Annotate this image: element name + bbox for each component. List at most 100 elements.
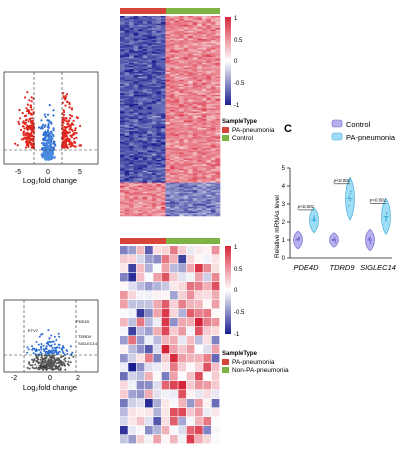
- heatmap-top-cell: [188, 162, 194, 165]
- heatmap-top-cell: [210, 120, 216, 123]
- heatmap-top-cell: [151, 156, 157, 159]
- heatmap-top-cell: [120, 28, 125, 30]
- heatmap-top-cell: [147, 94, 153, 97]
- heatmap-top-cell: [174, 44, 180, 47]
- heatmap-top-cell: [133, 114, 139, 117]
- heatmap-top-cell: [174, 31, 180, 33]
- volcano-bottom-point: [52, 349, 55, 352]
- heatmap-top-cell: [129, 146, 134, 149]
- heatmap-top-cell: [147, 49, 153, 52]
- heatmap-top-cell: [201, 179, 207, 182]
- heatmap-top-cell: [206, 99, 212, 102]
- heatmap-top-cell: [124, 150, 130, 153]
- heatmap-top-cell: [183, 97, 189, 100]
- heatmap-top-cell: [165, 102, 171, 105]
- heatmap-top-cell: [188, 176, 194, 179]
- heatmap-top-cell: [197, 111, 203, 114]
- heatmap-top-cell: [165, 37, 171, 40]
- heatmap-top-cell: [201, 200, 207, 203]
- heatmap-top-cell: [151, 143, 157, 146]
- heatmap-top-cell: [138, 164, 144, 167]
- heatmap-top-cell: [120, 73, 125, 76]
- heatmap-top-cell: [129, 162, 134, 165]
- heatmap-top-cell: [192, 23, 198, 26]
- heatmap-top-cell: [183, 143, 189, 146]
- heatmap-top-cell: [206, 185, 212, 188]
- volcano-bottom-point: [55, 339, 58, 341]
- heatmap-top-cell: [170, 79, 175, 82]
- heatmap-top-cell: [179, 70, 184, 73]
- heatmap-top-cell: [197, 22, 203, 24]
- heatmap-top-cell: [165, 199, 171, 202]
- heatmap-top-cell: [192, 206, 198, 209]
- heatmap-top-cell: [170, 55, 175, 58]
- heatmap-top-cell: [133, 32, 139, 35]
- heatmap-top-cell: [183, 34, 189, 36]
- heatmap-bottom-cell: [211, 435, 220, 444]
- heatmap-top-cell: [160, 153, 166, 156]
- heatmap-top-cell: [165, 52, 171, 55]
- heatmap-top-cell: [129, 25, 134, 27]
- heatmap-top-cell: [120, 76, 125, 79]
- heatmap-top-cell: [129, 90, 134, 93]
- heatmap-top-cell: [197, 208, 203, 211]
- heatmap-top-cell: [206, 50, 212, 53]
- heatmap-top-cell: [210, 138, 216, 141]
- heatmap-top-cell: [174, 41, 180, 44]
- heatmap-top-cell: [120, 214, 125, 217]
- heatmap-top-cell: [160, 64, 166, 67]
- heatmap-top-cell: [124, 122, 130, 124]
- heatmap-top-cell: [124, 112, 130, 115]
- heatmap-top-cell: [215, 32, 221, 35]
- volcano-top-point: [48, 132, 51, 135]
- heatmap-top-cell: [192, 143, 198, 146]
- heatmap-top-cell: [165, 179, 171, 182]
- heatmap-top-cell: [147, 43, 153, 46]
- heatmap-top-cell: [201, 162, 207, 165]
- volcano-bottom-point: [72, 355, 75, 358]
- heatmap-top-cell: [170, 112, 175, 115]
- heatmap-top-cell: [174, 43, 180, 46]
- heatmap-top-cell: [129, 150, 134, 153]
- heatmap-top-cell: [215, 34, 221, 36]
- heatmap-top-cell: [133, 72, 139, 74]
- heatmap-top-cell: [138, 106, 144, 109]
- heatmap-bottom-cell: [145, 435, 153, 444]
- volcano-top-point: [66, 132, 69, 135]
- heatmap-top-cell: [133, 162, 139, 165]
- heatmap-top-cell: [160, 106, 166, 109]
- heatmap-top-cell: [120, 196, 125, 199]
- heatmap-top-cell: [151, 206, 157, 209]
- heatmap-top-cell: [160, 94, 166, 97]
- heatmap-top-cell: [183, 159, 189, 162]
- heatmap-top-cell: [156, 200, 162, 203]
- heatmap-top-cell: [170, 125, 175, 127]
- heatmap-top-cell: [151, 209, 157, 212]
- heatmap-top-cell: [120, 41, 125, 44]
- heatmap-top-cell: [183, 141, 189, 144]
- heatmap-top-cell: [183, 161, 189, 164]
- heatmap-top-cell: [147, 41, 153, 44]
- heatmap-top-cell: [179, 141, 184, 144]
- heatmap-top-cell: [210, 182, 216, 185]
- heatmap-top-cell: [124, 126, 130, 129]
- heatmap-top-cell: [215, 105, 221, 108]
- heatmap-top-cell: [133, 50, 139, 53]
- heatmap-top-cell: [124, 56, 130, 59]
- heatmap-top-cell: [151, 147, 157, 150]
- heatmap-top-cell: [170, 185, 175, 188]
- heatmap-top-cell: [170, 85, 175, 88]
- heatmap-bottom-cell: [128, 336, 137, 345]
- heatmap-top-cell: [183, 93, 189, 96]
- heatmap-top-cell: [197, 67, 203, 70]
- heatmap-top-cell: [160, 126, 166, 129]
- heatmap-top-cell: [201, 31, 207, 33]
- heatmap-top-cell: [147, 23, 153, 26]
- heatmap-top-cell: [179, 162, 184, 165]
- heatmap-top-cell: [201, 96, 207, 99]
- volcano-bottom-point: [51, 347, 54, 350]
- heatmap-top-cell: [201, 67, 207, 70]
- heatmap-top-cell: [206, 131, 212, 133]
- heatmap-top-cell: [165, 200, 171, 203]
- heatmap-top-cell: [210, 56, 216, 59]
